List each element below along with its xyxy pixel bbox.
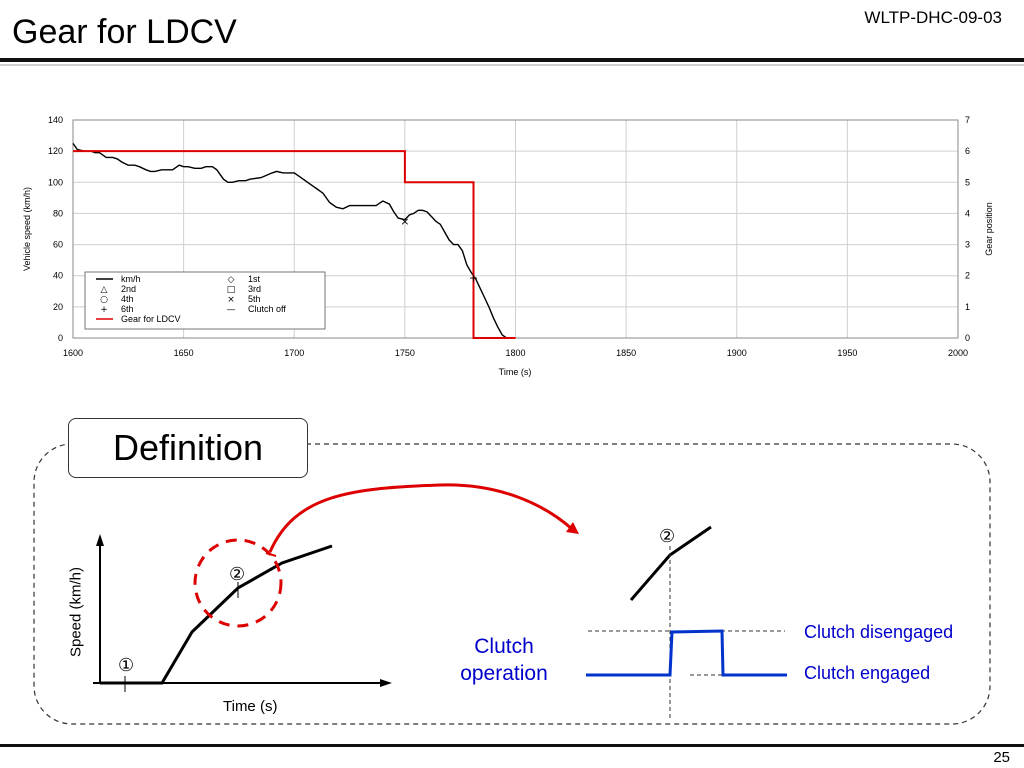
mini-speed-axis-label: Speed (km/h) (67, 566, 85, 658)
y-left-tick-label: 140 (48, 115, 63, 125)
legend-box (84, 271, 326, 330)
legend-label: Gear for LDCV (121, 314, 181, 324)
x-tick-label: 1700 (284, 348, 304, 358)
series-layer (72, 142, 516, 339)
x-tick-label: 1800 (505, 348, 525, 358)
x-tick-label: 1950 (837, 348, 857, 358)
red-curved-arrow (268, 483, 573, 553)
speed-gear-chart: 1600 1650 1700 1750 1800 1850 1900 1950 2000 020… (22, 115, 994, 377)
document-id: WLTP-DHC-09-03 (864, 8, 1002, 27)
y-left-tick-label: 80 (53, 208, 63, 218)
y-left-tick-labels: 0 20 40 60 80 100 120 140 (48, 115, 63, 343)
x-tick-label: 1850 (616, 348, 636, 358)
clutch-disengaged-label: Clutch disengaged (804, 622, 954, 642)
slide-title: Gear for LDCV (12, 13, 237, 51)
gear-marker: × (400, 215, 409, 228)
y-left-tick-label: 40 (53, 271, 63, 281)
definition-dashed-frame (33, 443, 991, 725)
legend-label: 2nd (121, 284, 136, 294)
legend-label: 4th (121, 294, 134, 304)
y-right-tick-label: 5 (965, 177, 970, 187)
x-axis-label: Time (s) (499, 367, 532, 377)
y-right-tick-label: 0 (965, 333, 970, 343)
highlight-circle (193, 538, 283, 628)
legend-symbol: — (227, 305, 236, 315)
arrow-start-tick (265, 552, 277, 557)
y-left-tick-label: 20 (53, 302, 63, 312)
y-left-tick-label: 60 (53, 240, 63, 250)
y-right-tick-labels: 0 1 2 3 4 5 6 7 (965, 115, 970, 343)
chart-legend: km/h ◇ 1st △ 2nd □ 3rd ○ 4th × 5th + 6th — Clutch off G… (84, 271, 326, 330)
legend-symbol: × (227, 295, 235, 305)
gear-series-line (73, 150, 516, 339)
header-divider-shadow (0, 64, 1024, 66)
mini-y-arrow-icon (96, 534, 104, 546)
definition-title: Definition (68, 418, 308, 478)
y-right-tick-label: 7 (965, 115, 970, 125)
clutch-operation-label: Clutch operation (460, 635, 548, 685)
y-right-tick-label: 3 (965, 240, 970, 250)
legend-symbol: ◇ (228, 275, 235, 285)
footer-divider (0, 744, 1024, 747)
legend-label: 1st (248, 274, 261, 284)
x-tick-labels: 1600 1650 1700 1750 1800 1850 1900 1950 2000 (63, 348, 968, 358)
y-right-tick-label: 4 (965, 208, 970, 218)
legend-symbol: ○ (100, 295, 108, 305)
x-tick-label: 1900 (727, 348, 747, 358)
legend-label: km/h (121, 274, 141, 284)
legend-symbol: □ (227, 285, 236, 295)
markers-layer: ×+ (400, 215, 478, 284)
header-divider (0, 58, 1024, 62)
point-1-label: ① (118, 655, 135, 675)
mini-x-arrow-icon (380, 679, 392, 687)
legend-label: 6th (121, 304, 134, 314)
x-tick-label: 2000 (948, 348, 968, 358)
point-2-label: ② (229, 564, 246, 584)
detail-point-2-label: ② (659, 526, 676, 546)
y-left-tick-label: 100 (48, 177, 63, 187)
legend-symbol: + (100, 305, 108, 315)
clutch-signal (586, 629, 787, 677)
mini-time-axis-label: Time (s) (223, 698, 278, 715)
y-right-axis-label: Gear position (984, 202, 994, 256)
mini-speed-curve (100, 544, 333, 685)
y-left-tick-label: 0 (58, 333, 63, 343)
y-right-tick-label: 2 (965, 271, 970, 281)
speed-series-line (72, 142, 508, 339)
clutch-engaged-label: Clutch engaged (804, 663, 931, 683)
legend-symbol: △ (101, 285, 108, 295)
x-tick-label: 1650 (174, 348, 194, 358)
y-left-axis-label: Vehicle speed (km/h) (22, 187, 32, 271)
legend-label: 3rd (248, 284, 261, 294)
page-number: 25 (993, 749, 1010, 766)
x-tick-label: 1600 (63, 348, 83, 358)
y-right-tick-label: 1 (965, 302, 970, 312)
legend-label: 5th (248, 294, 261, 304)
y-right-tick-label: 6 (965, 146, 970, 156)
gear-marker: + (469, 271, 478, 284)
arrowhead-icon (566, 522, 579, 534)
legend-label: Clutch off (248, 304, 286, 314)
y-left-tick-label: 120 (48, 146, 63, 156)
x-tick-label: 1750 (395, 348, 415, 358)
